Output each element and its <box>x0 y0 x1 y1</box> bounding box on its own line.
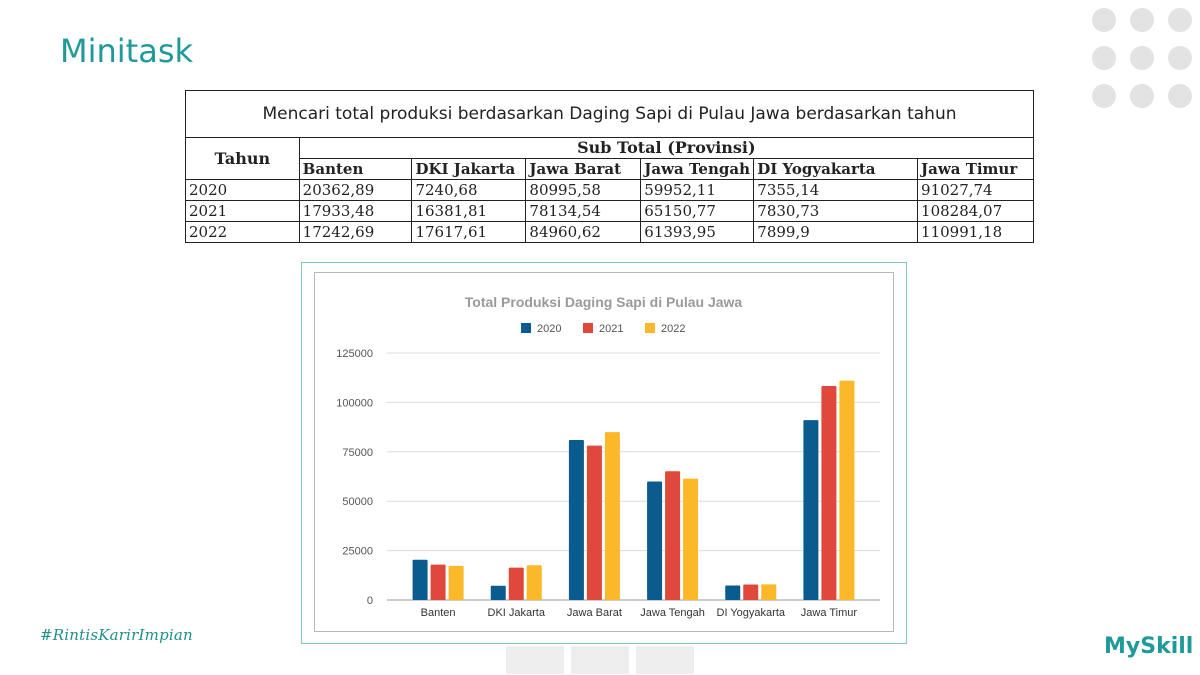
table-cell: 17933,48 <box>298 200 413 222</box>
slide-nav-block <box>506 646 564 674</box>
column-header-di-yogyakarta: DI Yogyakarta <box>753 158 919 180</box>
bar-2022 <box>604 432 620 600</box>
x-tick-label: Banten <box>421 607 456 619</box>
bar-2021 <box>508 567 524 600</box>
table-cell: 78134,54 <box>525 200 642 222</box>
bar-2021 <box>586 445 602 600</box>
chart-title: Total Produksi Daging Sapi di Pulau Jawa <box>465 294 743 310</box>
table-cell: 61393,95 <box>640 221 755 243</box>
bar-2021 <box>743 584 759 600</box>
table-cell: 7899,9 <box>753 221 919 243</box>
bar-2020 <box>647 481 663 600</box>
table-cell: 110991,18 <box>917 221 1034 243</box>
chart-panel: Total Produksi Daging Sapi di Pulau Jawa… <box>314 272 894 632</box>
legend-swatch-2022 <box>645 323 655 333</box>
table-cell: 59952,11 <box>640 179 755 201</box>
bar-2022 <box>683 478 699 600</box>
table-caption: Mencari total produksi berdasarkan Dagin… <box>185 90 1034 138</box>
column-header-jawa-timur: Jawa Timur <box>917 158 1034 180</box>
table-cell: 17242,69 <box>298 221 413 243</box>
bar-2020 <box>803 420 819 600</box>
chart-frame: Total Produksi Daging Sapi di Pulau Jawa… <box>301 262 907 644</box>
table-header-row: Tahun Sub Total (Provinsi) <box>185 137 1035 180</box>
y-tick-label: 100000 <box>336 397 373 409</box>
y-tick-label: 125000 <box>336 348 373 360</box>
column-header-dki-jakarta: DKI Jakarta <box>411 158 527 180</box>
bar-2022 <box>761 584 777 600</box>
x-tick-label: DKI Jakarta <box>488 607 546 619</box>
legend-swatch-2020 <box>521 323 531 333</box>
production-table: Mencari total produksi berdasarkan Dagin… <box>185 90 1035 243</box>
table-cell: 7240,68 <box>411 179 527 201</box>
bar-2020 <box>490 585 506 600</box>
bar-2022 <box>526 565 542 600</box>
bar-chart: Total Produksi Daging Sapi di Pulau Jawa… <box>336 294 880 619</box>
bar-2021 <box>430 564 446 600</box>
x-tick-label: Jawa Timur <box>801 607 858 619</box>
x-tick-label: Jawa Tengah <box>640 607 705 619</box>
table-cell: 16381,81 <box>411 200 527 222</box>
year-cell: 2020 <box>185 179 300 201</box>
slide-nav-block <box>636 646 694 674</box>
table-cell: 108284,07 <box>917 200 1034 222</box>
x-tick-label: Jawa Barat <box>567 607 622 619</box>
y-tick-label: 25000 <box>342 546 373 558</box>
table-cell: 7830,73 <box>753 200 919 222</box>
myskill-logo: MySkill <box>1104 634 1194 659</box>
table-cell: 20362,89 <box>298 179 413 201</box>
bar-2021 <box>821 386 837 600</box>
y-tick-label: 50000 <box>342 496 373 508</box>
slide-nav-block <box>571 646 629 674</box>
slide-title: Minitask <box>60 32 194 70</box>
table-row: 2021 17933,48 16381,81 78134,54 65150,77… <box>185 200 1034 222</box>
column-header-banten: Banten <box>298 158 413 180</box>
bar-2022 <box>448 565 464 600</box>
subtotal-header: Sub Total (Provinsi) <box>298 137 1035 159</box>
table-cell: 7355,14 <box>753 179 919 201</box>
decorative-dot-grid <box>1092 8 1196 112</box>
bar-2020 <box>412 559 428 600</box>
legend-swatch-2021 <box>583 323 593 333</box>
hashtag-text: #RintisKarirImpian <box>40 626 193 644</box>
legend-label-2021: 2021 <box>599 323 623 335</box>
province-header-row: Banten DKI Jakarta Jawa Barat Jawa Tenga… <box>186 158 1034 180</box>
bar-2022 <box>839 380 855 600</box>
table-row: 2022 17242,69 17617,61 84960,62 61393,95… <box>185 221 1034 243</box>
bar-2020 <box>725 585 741 600</box>
table-cell: 80995,58 <box>525 179 642 201</box>
bar-2020 <box>568 439 584 600</box>
table-cell: 17617,61 <box>411 221 527 243</box>
year-cell: 2022 <box>185 221 300 243</box>
table-cell: 91027,74 <box>917 179 1034 201</box>
table-caption-row: Mencari total produksi berdasarkan Dagin… <box>185 90 1034 138</box>
year-header: Tahun <box>185 137 300 180</box>
x-tick-label: DI Yogyakarta <box>717 607 786 619</box>
bar-2021 <box>665 471 681 600</box>
table-cell: 84960,62 <box>525 221 642 243</box>
legend-label-2020: 2020 <box>537 323 561 335</box>
legend-label-2022: 2022 <box>661 323 685 335</box>
table-cell: 65150,77 <box>640 200 755 222</box>
y-tick-label: 75000 <box>342 447 373 459</box>
column-header-jawa-tengah: Jawa Tengah <box>640 158 755 180</box>
y-tick-label: 0 <box>367 595 373 607</box>
year-cell: 2021 <box>185 200 300 222</box>
table-row: 2020 20362,89 7240,68 80995,58 59952,11 … <box>185 179 1034 201</box>
column-header-jawa-barat: Jawa Barat <box>525 158 642 180</box>
